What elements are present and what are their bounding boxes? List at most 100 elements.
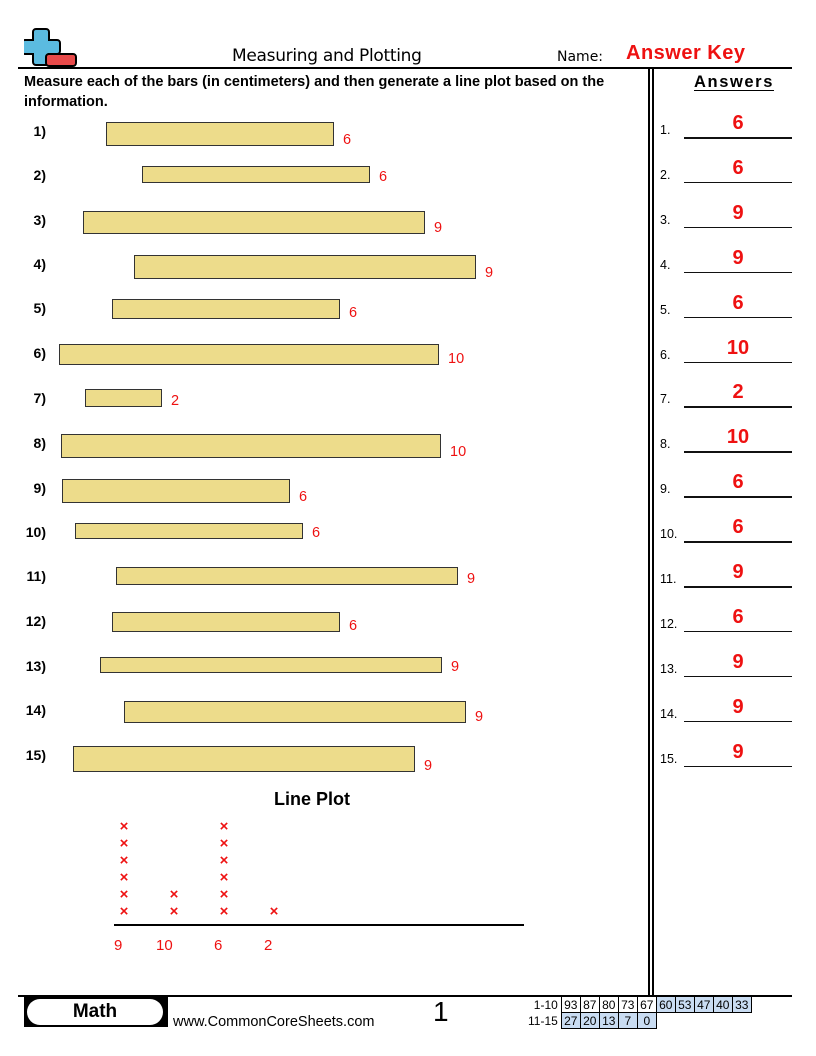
measure-bar bbox=[75, 523, 303, 539]
measure-bar bbox=[73, 746, 415, 772]
bar-answer: 6 bbox=[299, 489, 308, 505]
answer-line bbox=[684, 406, 792, 408]
plot-x-mark: × bbox=[119, 886, 129, 903]
answer-line bbox=[684, 451, 792, 453]
measure-bar bbox=[61, 434, 441, 458]
score-cell: 13 bbox=[598, 1012, 619, 1029]
answer-value[interactable]: 9 bbox=[732, 650, 744, 673]
plot-axis-label: 9 bbox=[114, 937, 123, 954]
answer-number: 15. bbox=[660, 751, 678, 766]
score-cell: 73 bbox=[617, 996, 638, 1013]
measure-bar bbox=[142, 166, 370, 183]
bar-answer: 9 bbox=[434, 220, 443, 236]
header-divider bbox=[18, 67, 792, 69]
plot-x-mark: × bbox=[219, 852, 229, 869]
plus-minus-logo-icon bbox=[24, 28, 77, 67]
score-cell: 33 bbox=[731, 996, 752, 1013]
score-table: 1-10 93 87 80 73 67 60 53 47 40 33 11-15 27 20 13 7 0 bbox=[526, 996, 752, 1029]
bar-answer: 9 bbox=[424, 758, 433, 774]
page-title: Measuring and Plotting bbox=[232, 46, 422, 66]
plot-x-mark: × bbox=[269, 903, 279, 920]
bar-answer: 6 bbox=[379, 169, 388, 185]
plot-axis-label: 10 bbox=[156, 937, 173, 954]
question-number: 15) bbox=[25, 747, 46, 763]
plot-x-mark: × bbox=[219, 903, 229, 920]
question-number: 4) bbox=[33, 256, 46, 272]
question-number: 11) bbox=[26, 568, 46, 584]
answer-number: 1. bbox=[660, 123, 671, 137]
score-cell: 80 bbox=[598, 996, 619, 1013]
answer-number: 8. bbox=[660, 437, 671, 452]
measure-bar bbox=[59, 344, 439, 365]
bar-answer: 9 bbox=[451, 659, 460, 675]
score-cell: 7 bbox=[617, 1012, 638, 1029]
answer-value[interactable]: 6 bbox=[732, 516, 744, 539]
score-row-label: 1-10 bbox=[533, 997, 558, 1012]
score-cell: 67 bbox=[636, 996, 657, 1013]
measure-bar bbox=[62, 479, 290, 503]
answer-number: 11. bbox=[660, 572, 677, 586]
measure-bar bbox=[134, 255, 476, 279]
answer-value[interactable]: 6 bbox=[732, 471, 744, 494]
plot-x-mark: × bbox=[219, 869, 229, 886]
answer-line bbox=[684, 137, 792, 139]
question-number: 9) bbox=[33, 480, 46, 496]
answer-number: 6. bbox=[660, 347, 671, 362]
answer-value[interactable]: 9 bbox=[732, 561, 744, 583]
answer-line bbox=[684, 226, 792, 229]
measure-bar bbox=[106, 122, 334, 146]
answer-value[interactable]: 6 bbox=[732, 291, 744, 314]
question-number: 13) bbox=[25, 658, 46, 674]
answer-value[interactable]: 9 bbox=[732, 740, 744, 763]
answer-line bbox=[684, 586, 792, 588]
answer-line bbox=[684, 675, 792, 678]
answer-number: 2. bbox=[660, 167, 671, 182]
answer-number: 4. bbox=[660, 257, 671, 272]
measure-bar bbox=[112, 299, 340, 319]
plot-x-mark: × bbox=[169, 903, 179, 920]
bar-answer: 6 bbox=[343, 132, 352, 148]
answer-value[interactable]: 9 bbox=[732, 246, 744, 269]
answer-line bbox=[684, 316, 792, 319]
answer-value[interactable]: 9 bbox=[732, 201, 744, 224]
answer-number: 14. bbox=[660, 706, 678, 721]
bar-answer: 6 bbox=[349, 618, 358, 634]
score-cell: 40 bbox=[712, 996, 733, 1013]
question-number: 6) bbox=[33, 345, 46, 361]
line-plot-title: Line Plot bbox=[274, 789, 350, 809]
answer-value[interactable]: 6 bbox=[732, 605, 744, 628]
question-number: 8) bbox=[33, 435, 46, 451]
score-cell: 93 bbox=[560, 996, 581, 1013]
footer-divider bbox=[18, 995, 792, 997]
answer-value[interactable]: 6 bbox=[732, 112, 744, 134]
column-divider bbox=[652, 69, 654, 996]
answer-line bbox=[684, 496, 792, 498]
measure-bar bbox=[100, 657, 442, 673]
answer-number: 10. bbox=[660, 527, 678, 542]
question-number: 14) bbox=[25, 702, 46, 718]
bar-answer: 10 bbox=[448, 351, 465, 367]
plot-axis-label: 6 bbox=[214, 937, 223, 954]
answer-value[interactable]: 10 bbox=[726, 426, 750, 449]
answer-line bbox=[684, 271, 792, 274]
website-link[interactable]: www.CommonCoreSheets.com bbox=[173, 1014, 375, 1030]
answer-value[interactable]: 2 bbox=[732, 381, 744, 404]
score-cell: 20 bbox=[579, 1012, 600, 1029]
question-number: 1) bbox=[33, 123, 46, 139]
name-label: Name: bbox=[557, 49, 604, 65]
bar-answer: 9 bbox=[467, 571, 476, 587]
score-cell: 53 bbox=[674, 996, 695, 1013]
line-plot-axis bbox=[114, 924, 524, 926]
measure-bar bbox=[112, 612, 340, 632]
name-value: Answer Key bbox=[626, 42, 746, 64]
question-number: 7) bbox=[33, 390, 46, 406]
answer-value[interactable]: 9 bbox=[732, 695, 744, 718]
measure-bar bbox=[116, 567, 458, 585]
answer-line bbox=[684, 765, 792, 768]
answer-value[interactable]: 6 bbox=[732, 156, 744, 179]
bar-answer: 6 bbox=[349, 305, 358, 321]
answer-number: 12. bbox=[660, 616, 678, 631]
answer-value[interactable]: 10 bbox=[726, 336, 750, 359]
page-number: 1 bbox=[433, 996, 449, 1027]
plot-x-mark: × bbox=[119, 903, 129, 920]
